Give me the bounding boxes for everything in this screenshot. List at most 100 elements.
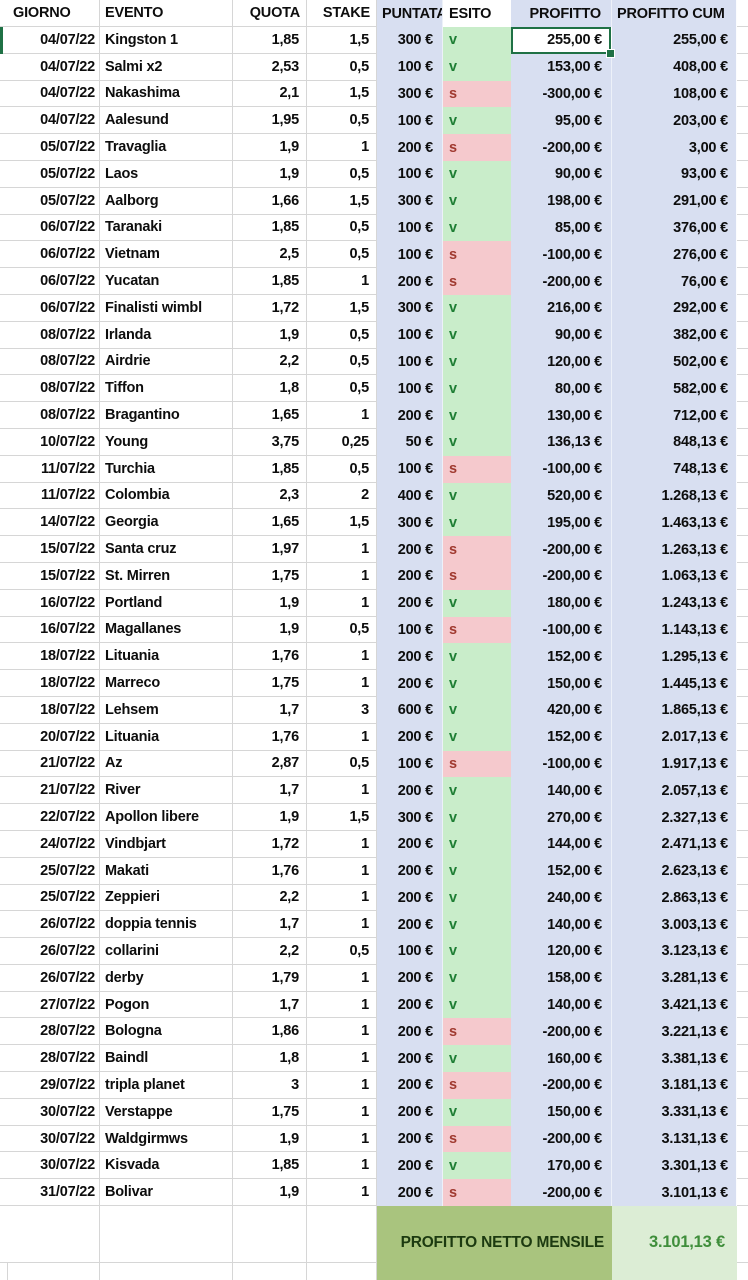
cell-cum[interactable]: 408,00 € [612,53,737,81]
cell-quota[interactable]: 3 [233,1072,307,1099]
cell-profitto[interactable]: -100,00 € [511,455,612,483]
cell-puntata[interactable]: 200 € [377,1179,443,1207]
cell-puntata[interactable]: 200 € [377,964,443,992]
cell-evento[interactable]: collarini [100,938,233,965]
cell-giorno[interactable]: 05/07/22 [8,187,100,215]
cell-esito[interactable]: v [443,509,511,537]
cell-cum[interactable]: 3.331,13 € [612,1098,737,1126]
cell-puntata[interactable]: 100 € [377,241,443,269]
cell-esito[interactable]: s [443,1072,511,1099]
cell-stake[interactable]: 1,5 [307,80,377,108]
cell-esito[interactable]: v [443,696,511,724]
cell-esito[interactable]: v [443,884,511,912]
cell-puntata[interactable]: 100 € [377,214,443,242]
cell-puntata[interactable]: 300 € [377,804,443,831]
cell-cum[interactable]: 2.623,13 € [612,857,737,885]
cell-cum[interactable]: 3.301,13 € [612,1152,737,1180]
cell-evento[interactable]: Pogon [100,991,233,1019]
cell-evento[interactable]: Lituania [100,643,233,671]
empty-cell[interactable] [233,1206,307,1263]
cell-puntata[interactable]: 100 € [377,938,443,965]
cell-quota[interactable]: 1,9 [233,134,307,161]
column-header-giorno[interactable]: GIORNO [8,0,100,27]
cell-esito[interactable]: v [443,375,511,403]
cell-quota[interactable]: 2,5 [233,241,307,269]
cell-puntata[interactable]: 100 € [377,160,443,188]
cell-stake[interactable]: 2 [307,482,377,510]
cell-stake[interactable]: 1 [307,1179,377,1207]
cell-cum[interactable]: 3.221,13 € [612,1018,737,1046]
cell-stake[interactable]: 1 [307,589,377,617]
cell-giorno[interactable]: 05/07/22 [8,160,100,188]
cell-puntata[interactable]: 200 € [377,1098,443,1126]
cell-cum[interactable]: 1.143,13 € [612,616,737,644]
cell-evento[interactable]: Marreco [100,670,233,697]
cell-quota[interactable]: 2,2 [233,938,307,965]
cell-esito[interactable]: v [443,1098,511,1126]
cell-giorno[interactable]: 04/07/22 [8,107,100,135]
cell-profitto[interactable]: 160,00 € [511,1045,612,1073]
cell-profitto[interactable]: -100,00 € [511,750,612,778]
cell-esito[interactable]: v [443,938,511,965]
cell-stake[interactable]: 0,5 [307,750,377,778]
cell-stake[interactable]: 0,5 [307,455,377,483]
cell-esito[interactable]: v [443,321,511,349]
cell-puntata[interactable]: 200 € [377,1072,443,1099]
cell-giorno[interactable]: 18/07/22 [8,696,100,724]
column-header-evento[interactable]: EVENTO [100,0,233,27]
cell-evento[interactable]: Az [100,750,233,778]
cell-stake[interactable]: 1,5 [307,804,377,831]
cell-profitto[interactable]: -200,00 € [511,1179,612,1207]
cell-esito[interactable]: v [443,53,511,81]
cell-esito[interactable]: s [443,750,511,778]
cell-evento[interactable]: Travaglia [100,134,233,161]
cell-puntata[interactable]: 200 € [377,830,443,858]
cell-puntata[interactable]: 100 € [377,375,443,403]
cell-cum[interactable]: 1.063,13 € [612,562,737,590]
cell-giorno[interactable]: 15/07/22 [8,562,100,590]
cell-quota[interactable]: 1,65 [233,402,307,429]
cell-evento[interactable]: Nakashima [100,80,233,108]
cell-cum[interactable]: 3.281,13 € [612,964,737,992]
cell-profitto[interactable]: 240,00 € [511,884,612,912]
cell-esito[interactable]: s [443,1125,511,1153]
cell-cum[interactable]: 2.327,13 € [612,804,737,831]
cell-profitto[interactable]: 152,00 € [511,723,612,751]
cell-evento[interactable]: Turchia [100,455,233,483]
cell-evento[interactable]: Verstappe [100,1098,233,1126]
cell-puntata[interactable]: 600 € [377,696,443,724]
cell-stake[interactable]: 0,5 [307,375,377,403]
cell-evento[interactable]: tripla planet [100,1072,233,1099]
cell-quota[interactable]: 1,7 [233,696,307,724]
cell-quota[interactable]: 1,76 [233,857,307,885]
cell-cum[interactable]: 291,00 € [612,187,737,215]
cell-quota[interactable]: 3,75 [233,428,307,456]
cell-giorno[interactable]: 29/07/22 [8,1072,100,1099]
column-header-profitto-cum[interactable]: PROFITTO CUM [612,0,737,27]
empty-cell[interactable] [100,1262,233,1280]
cell-evento[interactable]: doppia tennis [100,911,233,939]
cell-evento[interactable]: Taranaki [100,214,233,242]
cell-stake[interactable]: 1 [307,723,377,751]
cell-puntata[interactable]: 200 € [377,884,443,912]
cell-esito[interactable]: v [443,804,511,831]
cell-giorno[interactable]: 15/07/22 [8,536,100,563]
cell-cum[interactable]: 1.917,13 € [612,750,737,778]
cell-evento[interactable]: Irlanda [100,321,233,349]
cell-quota[interactable]: 1,9 [233,1179,307,1207]
cell-giorno[interactable]: 11/07/22 [8,455,100,483]
cell-puntata[interactable]: 100 € [377,321,443,349]
cell-puntata[interactable]: 200 € [377,268,443,295]
cell-puntata[interactable]: 200 € [377,911,443,939]
cell-cum[interactable]: 3,00 € [612,134,737,161]
cell-evento[interactable]: Waldgirmws [100,1125,233,1153]
cell-puntata[interactable]: 200 € [377,991,443,1019]
cell-quota[interactable]: 1,66 [233,187,307,215]
monthly-net-profit-value[interactable]: 3.101,13 € [612,1206,737,1280]
cell-evento[interactable]: Yucatan [100,268,233,295]
cell-esito[interactable]: v [443,27,511,54]
cell-stake[interactable]: 0,5 [307,321,377,349]
cell-cum[interactable]: 1.865,13 € [612,696,737,724]
cell-quota[interactable]: 1,95 [233,107,307,135]
cell-giorno[interactable]: 06/07/22 [8,294,100,322]
